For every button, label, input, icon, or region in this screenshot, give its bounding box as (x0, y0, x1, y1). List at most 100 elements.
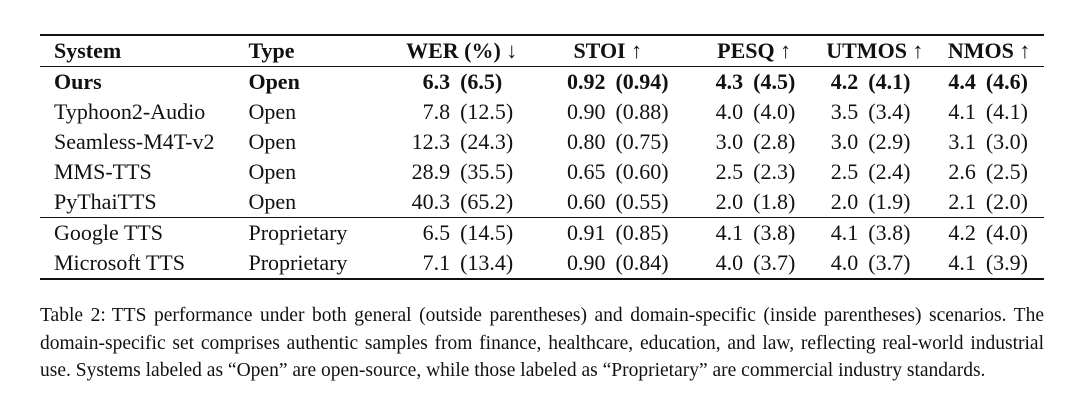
stoi-general: 0.80 (566, 129, 606, 154)
nmos-general: 4.2 (948, 220, 976, 245)
system-type: Open (248, 129, 297, 154)
nmos-domain: (4.0) (985, 220, 1028, 245)
utmos-domain: (4.1) (868, 69, 911, 94)
caption-label: Table 2: (40, 305, 106, 326)
header-pesq: PESQ ↑ (717, 38, 792, 63)
wer-domain: (6.5) (460, 69, 503, 94)
utmos-cell: 4.2 (4.1) (822, 67, 940, 98)
system-name: Typhoon2-Audio (54, 99, 206, 124)
wer-domain: (12.5) (460, 99, 514, 124)
header-nmos: NMOS ↑ (947, 38, 1031, 63)
nmos-general: 4.4 (948, 69, 976, 94)
stoi-cell: 0.60 (0.55) (555, 187, 707, 218)
stoi-cell: 0.90 (0.84) (555, 248, 708, 280)
stoi-cell: 0.80 (0.75) (555, 127, 707, 157)
pesq-general: 4.0 (715, 99, 744, 124)
wer-domain: (65.2) (460, 189, 514, 214)
wer-cell: 28.9 (35.5) (370, 157, 555, 187)
nmos-cell: 4.4 (4.6) (940, 67, 1044, 98)
stoi-domain: (0.60) (615, 159, 669, 184)
nmos-general: 3.1 (948, 129, 976, 154)
utmos-general: 4.0 (830, 250, 859, 275)
stoi-domain: (0.55) (615, 189, 669, 214)
nmos-domain: (3.0) (985, 129, 1028, 154)
system-type: Open (248, 189, 297, 214)
wer-general: 12.3 (411, 129, 451, 154)
stoi-general: 0.65 (566, 159, 606, 184)
system-name: PyThaiTTS (54, 189, 157, 214)
caption-text: TTS performance under both general (outs… (40, 305, 1044, 381)
wer-general: 7.8 (422, 99, 451, 124)
pesq-general: 2.5 (715, 159, 744, 184)
wer-cell: 7.8 (12.5) (370, 97, 555, 127)
stoi-domain: (0.75) (615, 129, 669, 154)
wer-general: 7.1 (422, 250, 451, 275)
wer-domain: (24.3) (460, 129, 514, 154)
stoi-general: 0.90 (566, 250, 606, 275)
nmos-domain: (3.9) (985, 250, 1028, 275)
wer-general: 28.9 (411, 159, 451, 184)
stoi-domain: (0.85) (615, 220, 669, 245)
stoi-cell: 0.65 (0.60) (555, 157, 707, 187)
header-utmos: UTMOS ↑ (826, 38, 924, 63)
stoi-cell: 0.90 (0.88) (555, 97, 707, 127)
pesq-domain: (3.7) (753, 250, 796, 275)
utmos-domain: (2.4) (868, 159, 911, 184)
table-row: Seamless-M4T-v2 Open 12.3 (24.3) 0.80 (0.7… (40, 127, 1044, 157)
system-type: Open (248, 159, 297, 184)
nmos-cell: 4.1 (3.9) (939, 248, 1044, 280)
nmos-domain: (2.0) (985, 189, 1028, 214)
wer-cell: 12.3 (24.3) (370, 127, 555, 157)
utmos-domain: (2.9) (868, 129, 911, 154)
wer-cell: 6.5 (14.5) (370, 217, 556, 248)
utmos-general: 4.1 (830, 220, 859, 245)
system-name: MMS-TTS (54, 159, 152, 184)
table-row: Typhoon2-Audio Open 7.8 (12.5) 0.90 (0.88)… (40, 97, 1044, 127)
nmos-domain: (4.1) (985, 99, 1028, 124)
pesq-cell: 4.0 (3.7) (707, 248, 823, 280)
pesq-general: 3.0 (715, 129, 744, 154)
nmos-cell: 2.1 (2.0) (940, 187, 1044, 218)
stoi-general: 0.90 (566, 99, 606, 124)
system-name: Google TTS (40, 217, 249, 248)
wer-domain: (14.5) (460, 220, 514, 245)
results-table-container: System Type WER (%) ↓ STOI ↑ PESQ ↑ UTMO… (40, 34, 1044, 280)
utmos-cell: 3.5 (3.4) (822, 97, 940, 127)
system-type: Open (248, 99, 297, 124)
stoi-general: 0.91 (566, 220, 606, 245)
utmos-domain: (3.4) (868, 99, 911, 124)
pesq-cell: 4.0 (4.0) (707, 97, 822, 127)
header-type: Type (248, 38, 295, 63)
pesq-cell: 2.5 (2.3) (707, 157, 822, 187)
stoi-cell: 0.92 (0.94) (555, 67, 707, 98)
nmos-general: 4.1 (948, 99, 976, 124)
header-wer: WER (%) ↓ (406, 38, 518, 63)
table-row: MMS-TTS Open 28.9 (35.5) 0.65 (0.60) 2.5 (2… (40, 157, 1044, 187)
stoi-domain: (0.84) (615, 250, 669, 275)
nmos-general: 2.6 (948, 159, 976, 184)
table-row: PyThaiTTS Open 40.3 (65.2) 0.60 (0.55) 2.0… (40, 187, 1044, 218)
pesq-domain: (1.8) (753, 189, 796, 214)
pesq-domain: (2.3) (753, 159, 796, 184)
pesq-domain: (2.8) (753, 129, 796, 154)
utmos-general: 3.0 (830, 129, 859, 154)
pesq-cell: 3.0 (2.8) (707, 127, 822, 157)
stoi-domain: (0.94) (615, 69, 669, 94)
table-row: Ours Open 6.3 (6.5) 0.92 (0.94) 4.3 (4.5) 4… (40, 67, 1044, 98)
utmos-general: 3.5 (830, 99, 859, 124)
utmos-domain: (3.8) (868, 220, 911, 245)
nmos-general: 4.1 (948, 250, 976, 275)
wer-general: 6.3 (422, 69, 451, 94)
nmos-cell: 2.6 (2.5) (940, 157, 1044, 187)
pesq-domain: (4.0) (753, 99, 796, 124)
utmos-general: 4.2 (830, 69, 859, 94)
wer-cell: 6.3 (6.5) (370, 67, 555, 98)
pesq-cell: 2.0 (1.8) (707, 187, 822, 218)
pesq-cell: 4.1 (3.8) (707, 217, 823, 248)
table-caption: Table 2: TTS performance under both gener… (40, 302, 1044, 385)
nmos-cell: 4.1 (4.1) (940, 97, 1044, 127)
system-name: Seamless-M4T-v2 (54, 129, 215, 154)
stoi-domain: (0.88) (615, 99, 669, 124)
pesq-cell: 4.3 (4.5) (707, 67, 822, 98)
utmos-domain: (1.9) (868, 189, 911, 214)
